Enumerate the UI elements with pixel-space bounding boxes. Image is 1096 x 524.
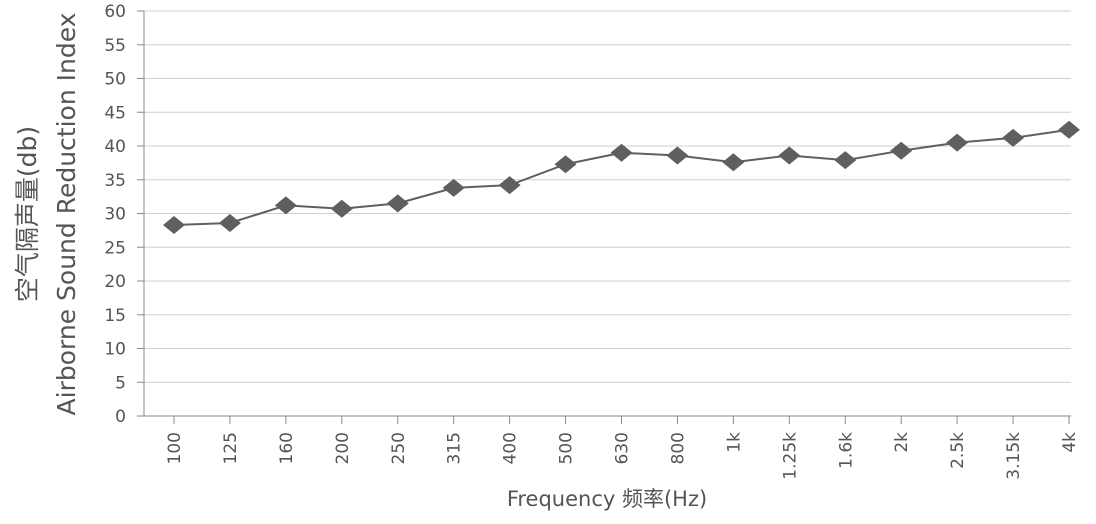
y-tick-label: 15 <box>104 306 126 326</box>
x-tick-label: 315 <box>445 432 465 464</box>
y-tick-label: 50 <box>104 70 126 90</box>
data-point-marker <box>330 199 353 218</box>
data-point-marker <box>274 196 297 215</box>
x-tick-label: 250 <box>389 432 409 464</box>
data-point-marker <box>946 133 969 152</box>
x-tick-labels: 100 125 160 200 250 315 400 500 630 800 1k 1.25k 1.6… <box>165 416 1080 480</box>
data-point-marker <box>442 178 465 197</box>
y-tick-label: 45 <box>104 103 126 123</box>
data-point-marker <box>386 194 409 213</box>
x-tick-label: 1.25k <box>780 432 800 480</box>
y-tick-labels: 0 5 10 15 20 25 30 35 40 45 50 55 60 <box>104 2 126 427</box>
data-point-marker <box>666 146 689 165</box>
y-tick-label: 25 <box>104 238 126 258</box>
y-tick-label: 40 <box>104 137 126 157</box>
x-tick-label: 4k <box>1060 432 1080 453</box>
x-tick-label: 200 <box>333 432 353 464</box>
x-tick-label: 2.5k <box>948 432 968 469</box>
y-tick-label: 20 <box>104 272 126 292</box>
y-tick-label: 60 <box>104 2 126 22</box>
data-point-marker <box>722 153 745 172</box>
y-tick-label: 30 <box>104 205 126 225</box>
x-tick-label: 400 <box>501 432 521 464</box>
x-tick-label: 800 <box>668 432 688 464</box>
y-tick-label: 35 <box>104 171 126 191</box>
data-point-marker <box>498 176 521 195</box>
data-point-marker <box>834 151 857 170</box>
x-tick-label: 1k <box>724 432 744 453</box>
data-point-marker <box>778 146 801 165</box>
x-tick-label: 500 <box>557 432 577 464</box>
x-tick-label: 3.15k <box>1004 432 1024 480</box>
series <box>163 120 1080 234</box>
y-tick-label: 5 <box>115 373 126 393</box>
y-axis-label-en: Airborne Sound Reduction Index <box>52 13 81 416</box>
data-point-marker <box>163 215 185 234</box>
x-tick-label: 2k <box>892 432 912 453</box>
axes <box>143 11 1071 417</box>
data-point-marker <box>1002 128 1025 147</box>
x-tick-label: 630 <box>613 432 633 464</box>
x-tick-label: 1.6k <box>836 432 856 469</box>
x-tick-label: 160 <box>277 432 297 464</box>
data-point-marker <box>554 155 577 174</box>
y-tick-label: 55 <box>104 36 126 56</box>
x-axis-label: Frequency 频率(Hz) <box>507 487 707 511</box>
data-point-marker <box>218 213 241 232</box>
data-point-marker <box>890 141 913 160</box>
y-tick-label: 10 <box>104 340 126 360</box>
gridlines <box>137 10 1071 417</box>
y-tick-label: 0 <box>115 407 126 427</box>
data-point-marker <box>1058 120 1080 139</box>
y-axis-label-cn: 空气隔声量(db) <box>13 126 42 302</box>
x-tick-label: 125 <box>221 432 241 464</box>
data-point-marker <box>610 143 633 162</box>
x-tick-label: 100 <box>165 432 185 464</box>
